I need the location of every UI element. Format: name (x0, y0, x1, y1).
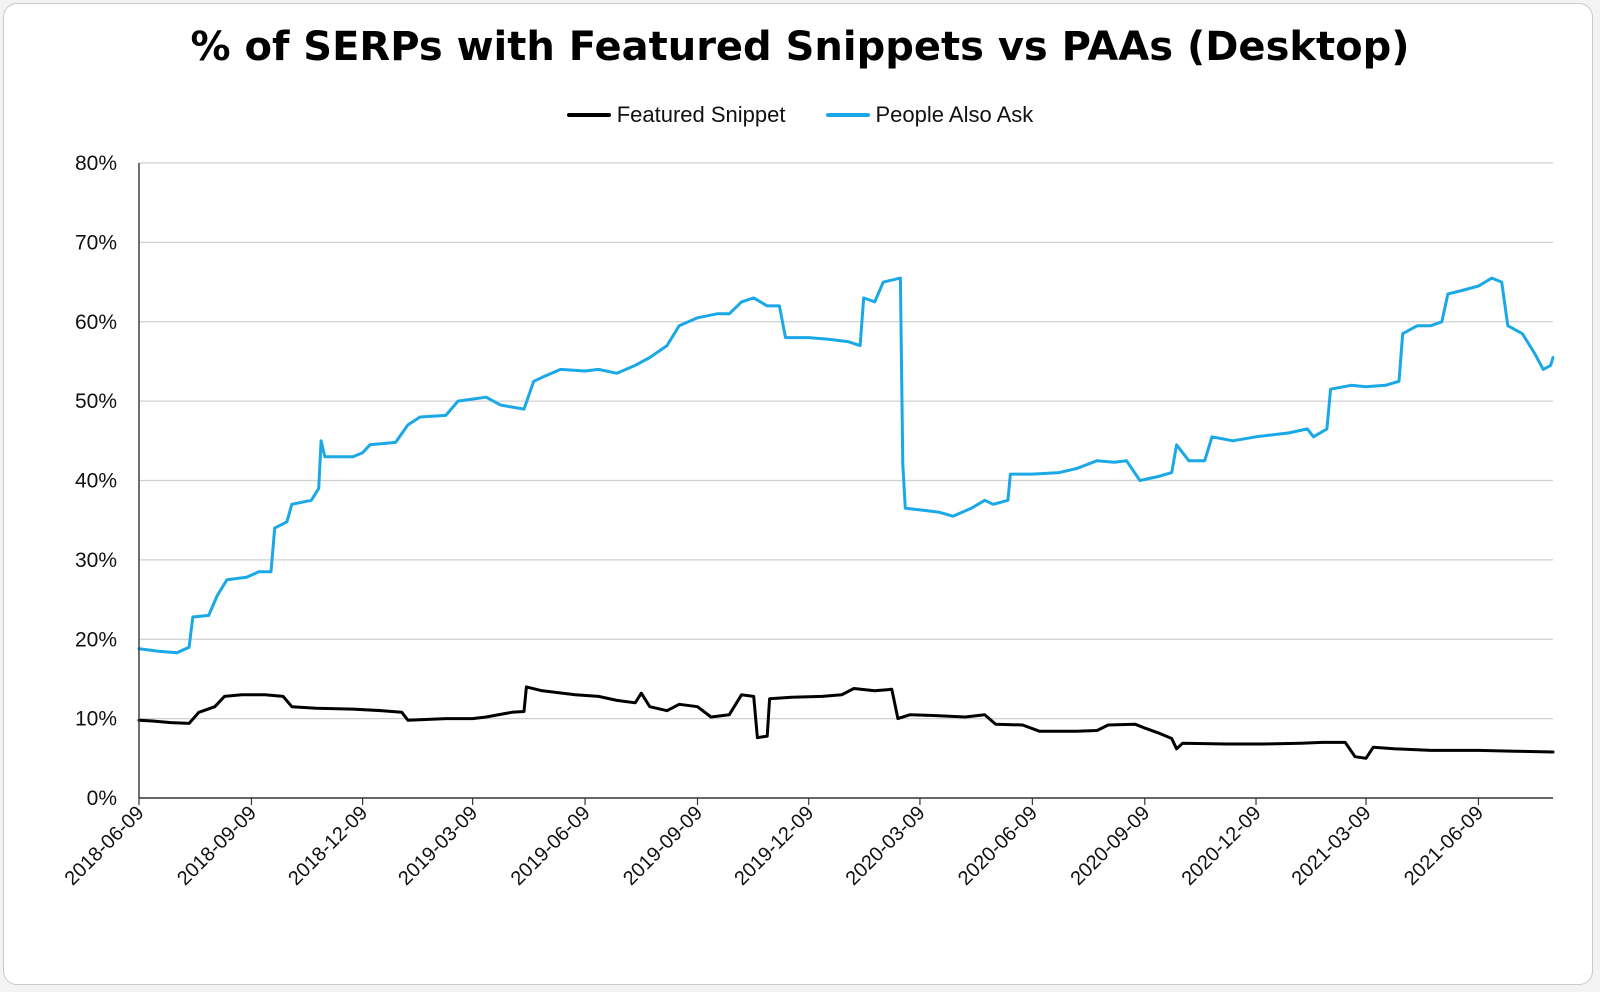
x-axis-ticks: 2018-06-09 2018-09-09 2018-12-09 2019-03-09… (61, 798, 1488, 890)
y-tick-label: 80% (75, 152, 117, 175)
legend-swatch-featured-snippet (566, 113, 611, 117)
y-tick-label: 40% (75, 470, 117, 493)
x-tick-label: 2019-03-09 (394, 802, 482, 890)
chart-title: % of SERPs with Featured Snippets vs PAA… (190, 24, 1410, 70)
x-tick-label: 2019-12-09 (730, 802, 818, 890)
legend-swatch-people-also-ask (825, 113, 870, 117)
x-tick-label: 2021-06-09 (1400, 802, 1488, 890)
x-tick-label: 2018-06-09 (61, 802, 149, 890)
x-tick-label: 2020-12-09 (1178, 802, 1266, 890)
x-tick-label: 2021-03-09 (1288, 802, 1376, 890)
chart-card (3, 3, 1593, 985)
legend-item-people-also-ask: People Also Ask (825, 102, 1034, 128)
x-tick-label: 2020-06-09 (954, 802, 1042, 890)
y-tick-label: 60% (75, 311, 117, 334)
x-tick-label: 2019-09-09 (619, 802, 707, 890)
legend-label-featured-snippet: Featured Snippet (616, 102, 786, 127)
legend-label-people-also-ask: People Also Ask (875, 102, 1034, 127)
series-lines (137, 276, 1555, 760)
x-tick-label: 2018-09-09 (173, 802, 261, 890)
x-tick-label: 2020-09-09 (1066, 802, 1154, 890)
x-tick-label: 2019-06-09 (507, 802, 595, 890)
y-axis-ticks: 0% 10% 20% 30% 40% 50% 60% 70% 80% (75, 152, 117, 810)
y-tick-label: 0% (87, 787, 117, 810)
chart-legend: Featured Snippet People Also Ask (0, 102, 1600, 128)
legend-item-featured-snippet: Featured Snippet (566, 102, 786, 128)
y-tick-label: 50% (75, 390, 117, 413)
series-line-featured-snippet (137, 685, 1555, 760)
series-line-people-also-ask (137, 276, 1555, 655)
x-tick-label: 2020-03-09 (842, 802, 930, 890)
y-tick-label: 10% (75, 708, 117, 731)
gridlines (139, 162, 1553, 720)
x-tick-label: 2018-12-09 (284, 802, 372, 890)
y-tick-label: 30% (75, 549, 117, 572)
y-tick-label: 70% (75, 231, 117, 254)
y-tick-label: 20% (75, 628, 117, 651)
axes (138, 163, 1553, 799)
